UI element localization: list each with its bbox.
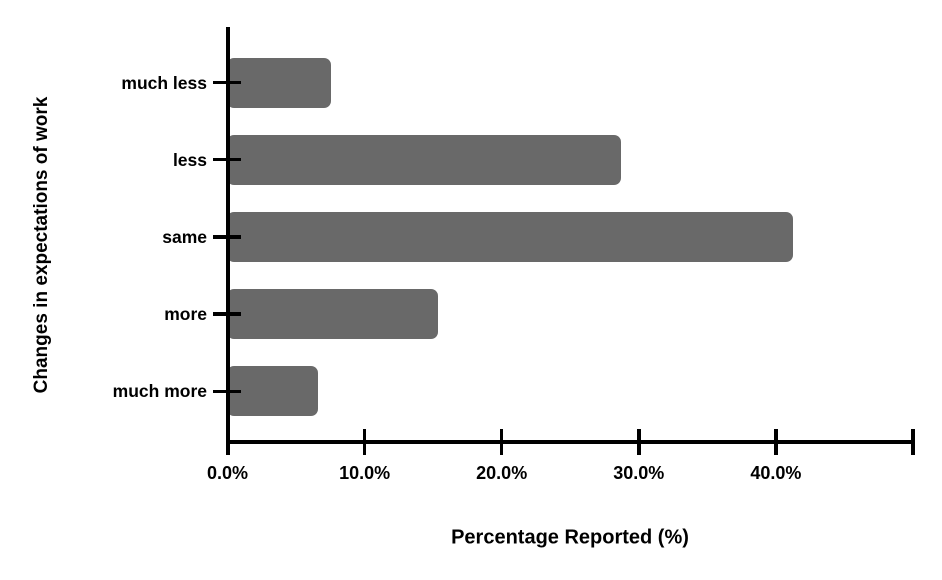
bar-more [226, 289, 438, 340]
category-label: much less [121, 72, 207, 93]
category-label: much more [112, 381, 207, 402]
x-tick-label: 10.0% [339, 463, 391, 483]
category-label: less [172, 149, 207, 170]
x-tick-label: 0.0% [206, 463, 249, 483]
y-axis-tick [213, 157, 241, 162]
bar-much-more [226, 366, 319, 417]
y-axis-tick [213, 235, 241, 239]
x-axis-tick [637, 429, 641, 455]
y-axis-tick [213, 312, 241, 316]
x-tick-label: 40.0% [750, 463, 802, 483]
x-axis-title: Percentage Reported (%) [451, 526, 689, 549]
x-axis-tick [911, 429, 915, 455]
category-label: more [164, 304, 207, 325]
x-tick-label: 30.0% [613, 463, 665, 483]
x-axis-tick [225, 429, 230, 455]
x-axis-tick [774, 429, 778, 455]
bar-less [226, 134, 622, 185]
bar-much-less [226, 57, 331, 108]
bar-same [226, 211, 793, 262]
y-axis-line [226, 27, 230, 455]
x-axis-line [226, 440, 915, 444]
x-tick-label: 20.0% [476, 463, 528, 483]
x-axis-tick [499, 429, 504, 455]
x-axis-tick [362, 429, 367, 455]
y-axis-tick [213, 389, 241, 394]
y-axis-tick [213, 80, 241, 85]
category-label: same [162, 226, 207, 247]
